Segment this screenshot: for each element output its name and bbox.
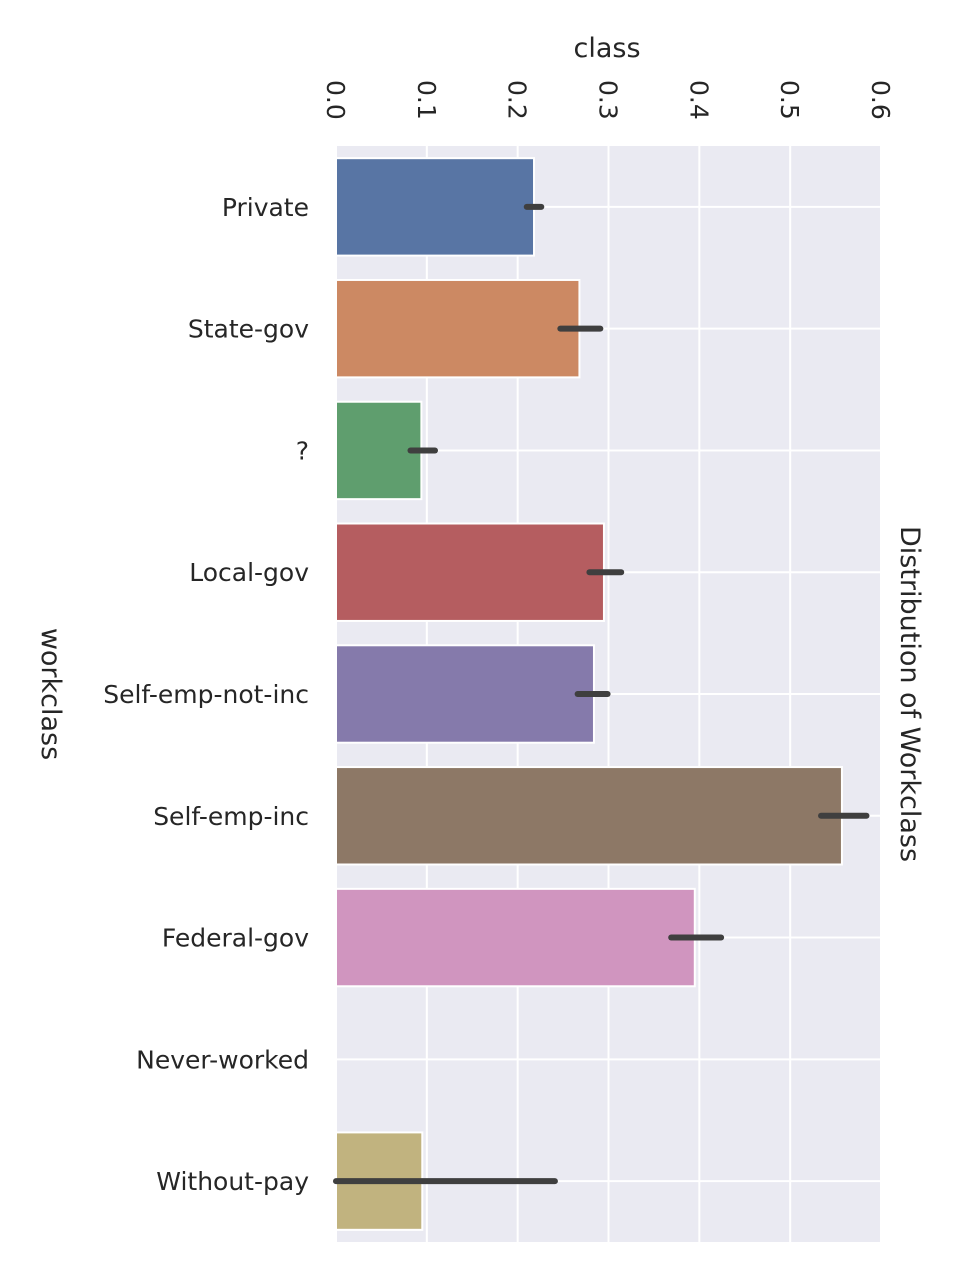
error-bars: [333, 203, 870, 1185]
y-axis-title: workclass: [35, 628, 66, 760]
x-tick-label-0: 0.0: [321, 80, 350, 120]
y-tick-labels: Private State-gov? Local-gov Self-emp-not-i…: [103, 193, 309, 1196]
x-tick-label-4: 0.4: [684, 80, 713, 120]
y-tick-label-5: Self-emp-inc: [153, 802, 309, 831]
bar-state-gov: [335, 278, 581, 379]
y-tick-label-7: Never-worked: [136, 1045, 309, 1074]
x-axis-title: class: [573, 33, 640, 64]
y-tick-label-3: Local-gov: [189, 558, 309, 587]
y-tick-label-0: Private: [222, 193, 309, 222]
bars: [335, 157, 843, 1231]
y-tick-label-1: State-gov: [188, 315, 309, 344]
y-tick-label-4: Self-emp-not-inc: [103, 680, 309, 709]
bar-local-gov: [335, 522, 605, 622]
x-tick-label-3: 0.3: [594, 80, 623, 120]
x-tick-label-5: 0.5: [775, 80, 804, 120]
bar-federal-gov: [335, 887, 696, 988]
y-tick-label-6: Federal-gov: [162, 924, 309, 953]
x-tick-label-6: 0.6: [866, 80, 895, 120]
x-tick-label-2: 0.2: [503, 80, 532, 120]
x-tick-label-1: 0.1: [412, 80, 441, 120]
bar-private: [335, 157, 536, 257]
y-tick-label-2: ?: [296, 436, 309, 465]
y-tick-label-8: Without-pay: [156, 1167, 309, 1196]
x-tick-labels: 0.0 0.1 0.2 0.3 0.4 0.5 0.6: [321, 80, 895, 120]
bar-: [335, 400, 423, 501]
bar-self-emp-inc: [335, 766, 843, 866]
bar-self-emp-not-inc: [335, 644, 595, 744]
chart-title: Distribution of Workclass: [894, 526, 925, 862]
